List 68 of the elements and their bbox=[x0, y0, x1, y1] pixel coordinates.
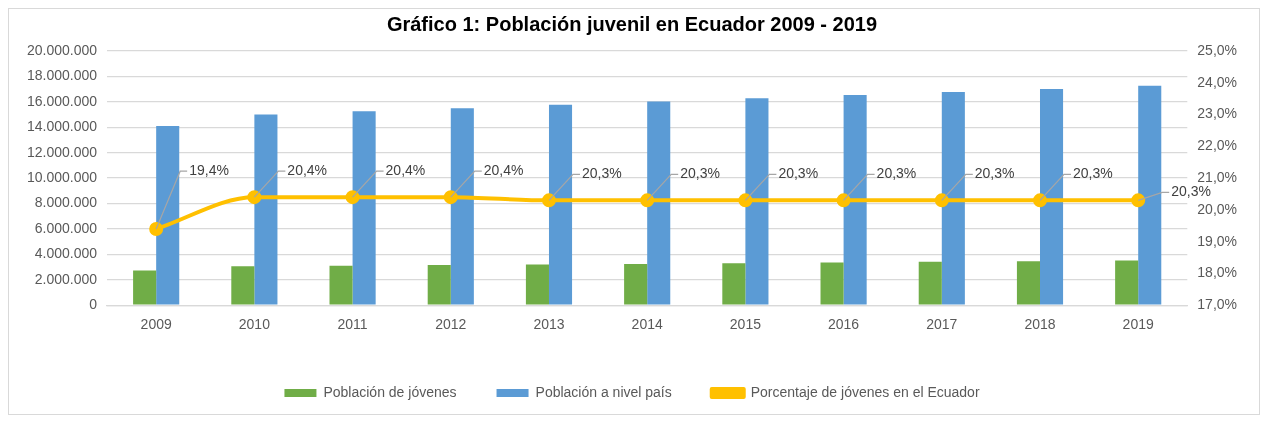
y-tick-label: 18.000.000 bbox=[26, 67, 98, 84]
bar bbox=[647, 101, 671, 305]
x-tick-label: 2012 bbox=[435, 316, 467, 333]
y-tick-label: 14.000.000 bbox=[26, 118, 98, 135]
bar bbox=[745, 98, 769, 305]
legend-label: Porcentaje de jóvenes en el Ecuador bbox=[750, 383, 980, 400]
bar bbox=[525, 264, 549, 305]
x-tick-label: 2009 bbox=[140, 316, 172, 333]
y2-tick-label: 25,0% bbox=[1197, 41, 1238, 58]
bar bbox=[254, 114, 278, 305]
data-label: 20,4% bbox=[287, 162, 328, 179]
y-tick-label: 6.000.000 bbox=[34, 219, 98, 236]
data-label: 19,4% bbox=[189, 162, 229, 179]
bar bbox=[352, 111, 376, 305]
bar bbox=[624, 263, 648, 305]
data-label: 20,3% bbox=[974, 165, 1015, 182]
y-tick-label: 2.000.000 bbox=[34, 270, 98, 287]
bar bbox=[918, 261, 942, 305]
x-tick-label: 2011 bbox=[337, 316, 368, 333]
y-tick-label: 10.000.000 bbox=[26, 168, 98, 185]
bar bbox=[548, 104, 573, 305]
legend-label: Población a nivel país bbox=[535, 383, 672, 400]
bar bbox=[427, 265, 451, 305]
data-label: 20,4% bbox=[385, 162, 426, 179]
bar bbox=[1040, 88, 1064, 305]
bar bbox=[1115, 260, 1139, 305]
bar bbox=[941, 91, 965, 305]
bar bbox=[1138, 85, 1162, 305]
x-tick-label: 2016 bbox=[828, 316, 860, 333]
y2-tick-label: 23,0% bbox=[1197, 105, 1238, 122]
bar bbox=[722, 263, 746, 305]
legend-label: Población de jóvenes bbox=[323, 383, 457, 400]
data-label: 20,3% bbox=[876, 165, 917, 182]
bar bbox=[133, 270, 157, 305]
y2-tick-label: 21,0% bbox=[1197, 168, 1238, 185]
data-label: 20,3% bbox=[680, 165, 720, 182]
y-tick-label: 0 bbox=[89, 296, 98, 313]
bar bbox=[1016, 261, 1040, 305]
x-tick-label: 2018 bbox=[1024, 316, 1056, 333]
y-tick-label: 8.000.000 bbox=[34, 194, 98, 211]
y2-tick-label: 18,0% bbox=[1197, 264, 1238, 281]
x-tick-label: 2010 bbox=[238, 316, 271, 333]
y-tick-label: 16.000.000 bbox=[26, 92, 98, 109]
x-tick-label: 2017 bbox=[926, 316, 958, 333]
x-tick-label: 2019 bbox=[1122, 316, 1154, 333]
y2-tick-label: 20,0% bbox=[1197, 200, 1238, 217]
y2-tick-label: 19,0% bbox=[1197, 232, 1238, 249]
y-tick-label: 4.000.000 bbox=[34, 245, 98, 262]
data-label: 20,3% bbox=[1171, 183, 1211, 200]
x-tick-label: 2015 bbox=[729, 316, 762, 333]
y-tick-label: 20.000.000 bbox=[26, 41, 98, 58]
chart-title: Gráfico 1: Población juvenil en Ecuador 2009 - 2019 bbox=[386, 12, 878, 35]
y2-tick-label: 17,0% bbox=[1197, 296, 1238, 313]
data-label: 20,4% bbox=[483, 162, 524, 179]
bar bbox=[820, 262, 844, 305]
y2-tick-label: 22,0% bbox=[1197, 137, 1238, 154]
bar bbox=[156, 125, 180, 305]
bar bbox=[843, 95, 867, 305]
data-label: 20,3% bbox=[1073, 165, 1113, 182]
x-tick-label: 2013 bbox=[533, 316, 565, 333]
data-label: 20,3% bbox=[581, 165, 622, 182]
y2-tick-label: 24,0% bbox=[1197, 73, 1238, 90]
bar bbox=[231, 266, 255, 305]
data-label: 20,3% bbox=[778, 165, 819, 182]
x-tick-label: 2014 bbox=[631, 316, 663, 333]
y-tick-label: 12.000.000 bbox=[26, 143, 98, 160]
bar bbox=[450, 108, 474, 305]
bar bbox=[329, 265, 353, 305]
